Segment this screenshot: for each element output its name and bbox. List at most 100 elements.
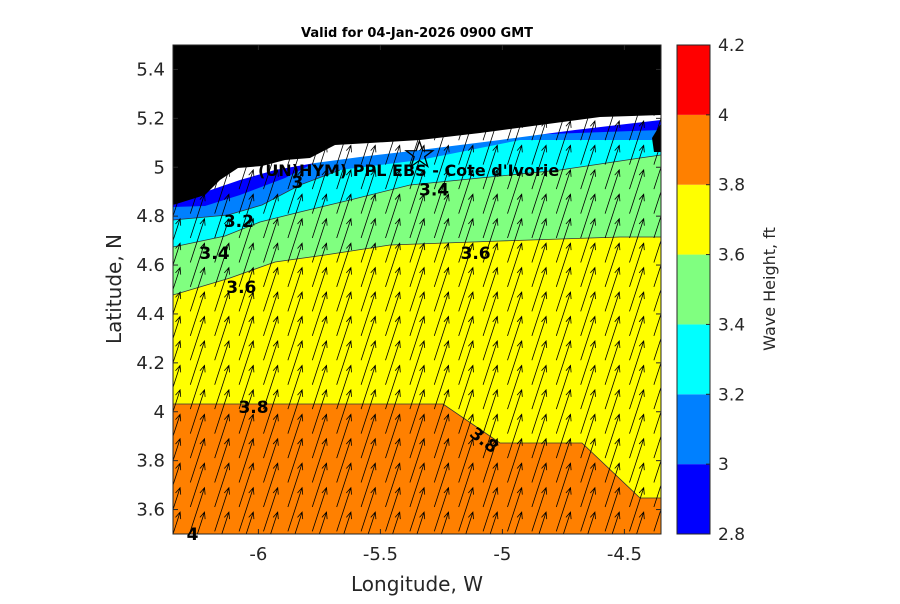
direction-arrow bbox=[287, 339, 304, 385]
direction-arrow bbox=[360, 144, 377, 190]
direction-arrow bbox=[311, 144, 328, 190]
direction-arrow bbox=[173, 71, 182, 96]
direction-arrow bbox=[238, 339, 255, 385]
direction-arrow bbox=[653, 459, 661, 483]
direction-arrow bbox=[214, 364, 230, 410]
contour-lines bbox=[173, 154, 661, 499]
chart-title: Valid for 04-Jan-2026 0900 GMT bbox=[301, 26, 533, 41]
direction-arrow bbox=[263, 462, 279, 508]
direction-arrow bbox=[482, 315, 499, 361]
direction-arrow bbox=[263, 217, 279, 263]
direction-arrow bbox=[458, 462, 474, 508]
direction-arrow bbox=[360, 462, 377, 508]
direction-arrow bbox=[580, 462, 596, 508]
direction-arrow bbox=[189, 119, 206, 165]
contour-label: 3.2 bbox=[224, 212, 254, 232]
direction-arrow bbox=[555, 144, 572, 190]
direction-arrow bbox=[653, 288, 661, 312]
colorbar-segment bbox=[677, 394, 710, 465]
direction-arrow bbox=[238, 462, 255, 508]
direction-arrow bbox=[173, 217, 182, 242]
direction-arrow bbox=[287, 217, 304, 263]
direction-arrow bbox=[287, 242, 304, 288]
direction-arrow bbox=[604, 413, 621, 459]
direction-arrow bbox=[458, 339, 474, 385]
direction-arrow bbox=[653, 312, 661, 336]
direction-arrow bbox=[336, 315, 352, 361]
direction-arrow bbox=[531, 315, 548, 361]
direction-arrow bbox=[214, 46, 230, 92]
direction-arrow bbox=[214, 217, 230, 263]
direction-arrow bbox=[531, 437, 548, 483]
colorbar-segment bbox=[677, 114, 710, 185]
direction-arrow bbox=[555, 119, 572, 165]
direction-arrow bbox=[629, 95, 645, 141]
direction-arrow bbox=[360, 413, 377, 459]
direction-arrow bbox=[238, 315, 255, 361]
direction-arrow bbox=[555, 364, 572, 410]
direction-arrow bbox=[311, 291, 328, 336]
direction-arrow bbox=[409, 266, 426, 312]
direction-arrow bbox=[409, 45, 418, 67]
colorbar: 2.8 3 3.2 3.4 3.6 3.8 4 4.2 bbox=[676, 36, 745, 545]
direction-arrow bbox=[336, 437, 352, 483]
direction-arrow bbox=[580, 45, 589, 67]
direction-arrow bbox=[458, 291, 474, 336]
direction-arrow bbox=[433, 462, 450, 508]
direction-arrow bbox=[433, 364, 450, 410]
direction-arrow bbox=[385, 339, 401, 385]
direction-arrow bbox=[238, 71, 255, 116]
direction-arrow bbox=[482, 437, 499, 483]
direction-arrow bbox=[336, 364, 352, 410]
direction-arrow bbox=[287, 144, 304, 190]
direction-arrow bbox=[385, 315, 401, 361]
direction-arrow bbox=[629, 291, 645, 336]
direction-arrow bbox=[385, 71, 401, 116]
direction-arrow bbox=[531, 144, 548, 190]
direction-arrow bbox=[433, 119, 450, 165]
direction-arrow bbox=[653, 508, 661, 532]
direction-arrow bbox=[287, 95, 304, 141]
site-marker bbox=[404, 138, 435, 169]
colorbar-tick-label: 3.2 bbox=[718, 385, 745, 405]
direction-arrow bbox=[555, 168, 572, 214]
direction-arrow bbox=[409, 242, 426, 288]
direction-arrow bbox=[555, 71, 572, 116]
direction-arrow bbox=[287, 462, 304, 508]
direction-arrow bbox=[336, 217, 352, 263]
direction-arrow bbox=[629, 193, 645, 239]
direction-arrow bbox=[173, 462, 182, 487]
direction-arrow bbox=[173, 242, 182, 267]
direction-arrow bbox=[385, 266, 401, 312]
direction-arrow bbox=[531, 291, 548, 336]
direction-arrow bbox=[214, 119, 230, 165]
direction-arrow bbox=[555, 291, 572, 336]
direction-arrow bbox=[360, 71, 377, 116]
y-tick-label: 3.6 bbox=[136, 500, 165, 521]
direction-arrow bbox=[482, 168, 499, 214]
direction-arrow bbox=[336, 413, 352, 459]
plot-frame bbox=[172, 44, 662, 535]
direction-arrow bbox=[214, 437, 230, 483]
direction-arrow bbox=[555, 315, 572, 361]
direction-arrow bbox=[311, 45, 320, 67]
direction-arrow bbox=[238, 437, 255, 483]
direction-arrow bbox=[531, 364, 548, 410]
direction-arrow bbox=[580, 119, 596, 165]
direction-arrow bbox=[507, 291, 523, 336]
direction-arrow bbox=[531, 193, 548, 239]
colorbar-tick-label: 3.8 bbox=[718, 176, 745, 196]
direction-arrow bbox=[433, 413, 450, 459]
direction-arrow bbox=[287, 168, 304, 214]
direction-arrow bbox=[238, 413, 255, 459]
direction-arrow bbox=[653, 141, 661, 165]
direction-arrow bbox=[360, 388, 377, 434]
direction-arrow bbox=[263, 168, 279, 214]
direction-arrow bbox=[531, 46, 548, 92]
direction-arrow bbox=[507, 45, 516, 67]
colorbar-tick-label: 3 bbox=[718, 455, 729, 475]
direction-arrow bbox=[263, 437, 279, 483]
direction-arrow bbox=[604, 144, 621, 190]
direction-arrow bbox=[214, 168, 230, 214]
